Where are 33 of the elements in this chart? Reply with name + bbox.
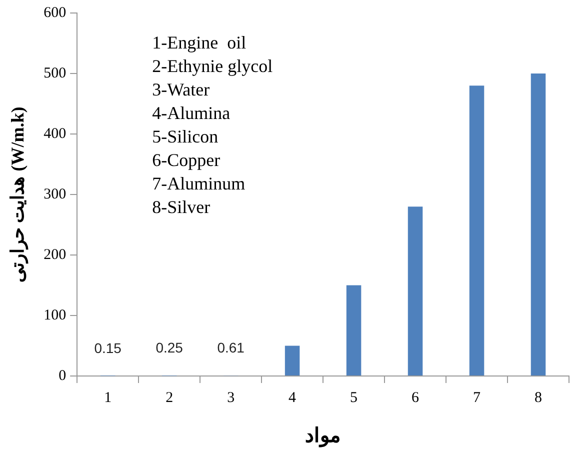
bar [469, 86, 484, 376]
annotation: 3-Water [152, 80, 210, 100]
annotation: 8-Silver [152, 197, 210, 218]
annotation: 4-Alumina [152, 103, 230, 124]
y-tick-label: 400 [44, 126, 66, 142]
annotation: 7-Aluminum [152, 174, 246, 194]
x-axis-title: مواد [305, 425, 342, 448]
y-axis-title: هدایت حرارتی (W/m.k) [7, 106, 28, 282]
annotation: 6-Copper [152, 150, 220, 170]
y-tick-label: 0 [58, 368, 66, 384]
y-tick-label: 500 [44, 65, 66, 82]
data-label: 0.61 [217, 339, 245, 356]
bar [284, 346, 300, 376]
bar [408, 206, 423, 376]
x-tick-label: 3 [227, 390, 235, 406]
y-tick-label: 100 [44, 307, 66, 324]
annotation: 1-Engine oil [152, 32, 246, 53]
x-tick-label: 6 [412, 390, 420, 406]
x-tick-label: 4 [288, 390, 297, 406]
x-tick-label: 2 [166, 390, 174, 406]
data-label: 0.15 [94, 340, 122, 356]
y-tick-label: 200 [44, 246, 66, 263]
bar [530, 74, 546, 376]
x-tick-label: 8 [534, 390, 542, 406]
x-tick-label: 5 [350, 390, 358, 406]
y-tick-label: 600 [44, 4, 66, 21]
data-label: 0.25 [156, 340, 184, 356]
annotation: 2-Ethynie glycol [152, 56, 273, 76]
x-tick-label: 1 [104, 390, 112, 406]
y-tick-label: 300 [44, 186, 66, 202]
annotation: 5-Silicon [152, 126, 218, 147]
x-tick-label: 7 [473, 390, 482, 406]
bar [346, 285, 362, 376]
